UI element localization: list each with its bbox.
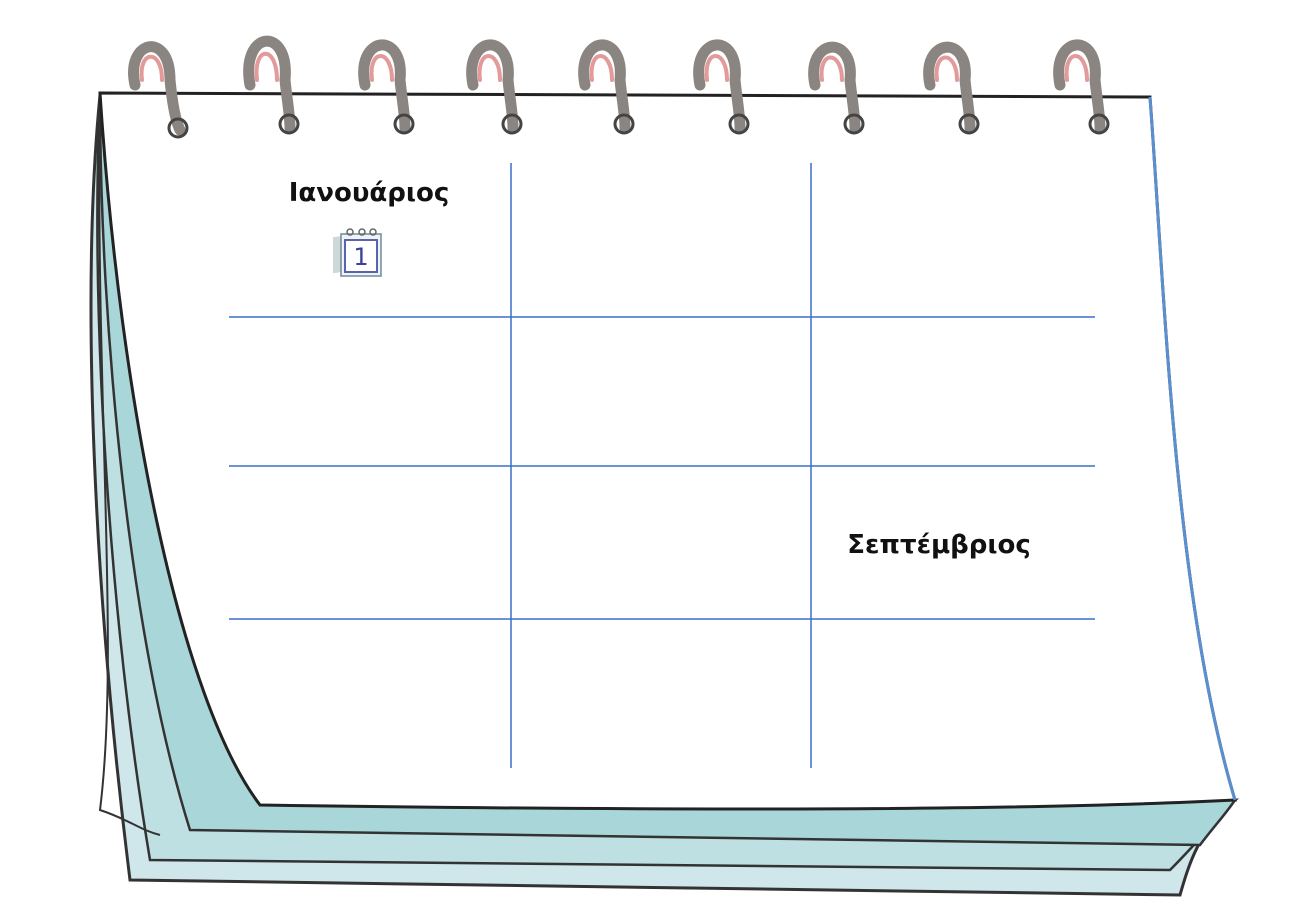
rings — [128, 35, 1110, 139]
month-label: Σεπτέμβριος — [847, 530, 1031, 560]
page-edge — [1148, 96, 1237, 801]
calendar-grid — [229, 163, 1095, 768]
icon-day: 1 — [353, 243, 368, 271]
front-page — [98, 91, 1237, 811]
calendar-icon: 1 — [333, 228, 382, 277]
page-fold — [98, 94, 161, 836]
month-label: Ιανουάριος — [289, 178, 450, 208]
